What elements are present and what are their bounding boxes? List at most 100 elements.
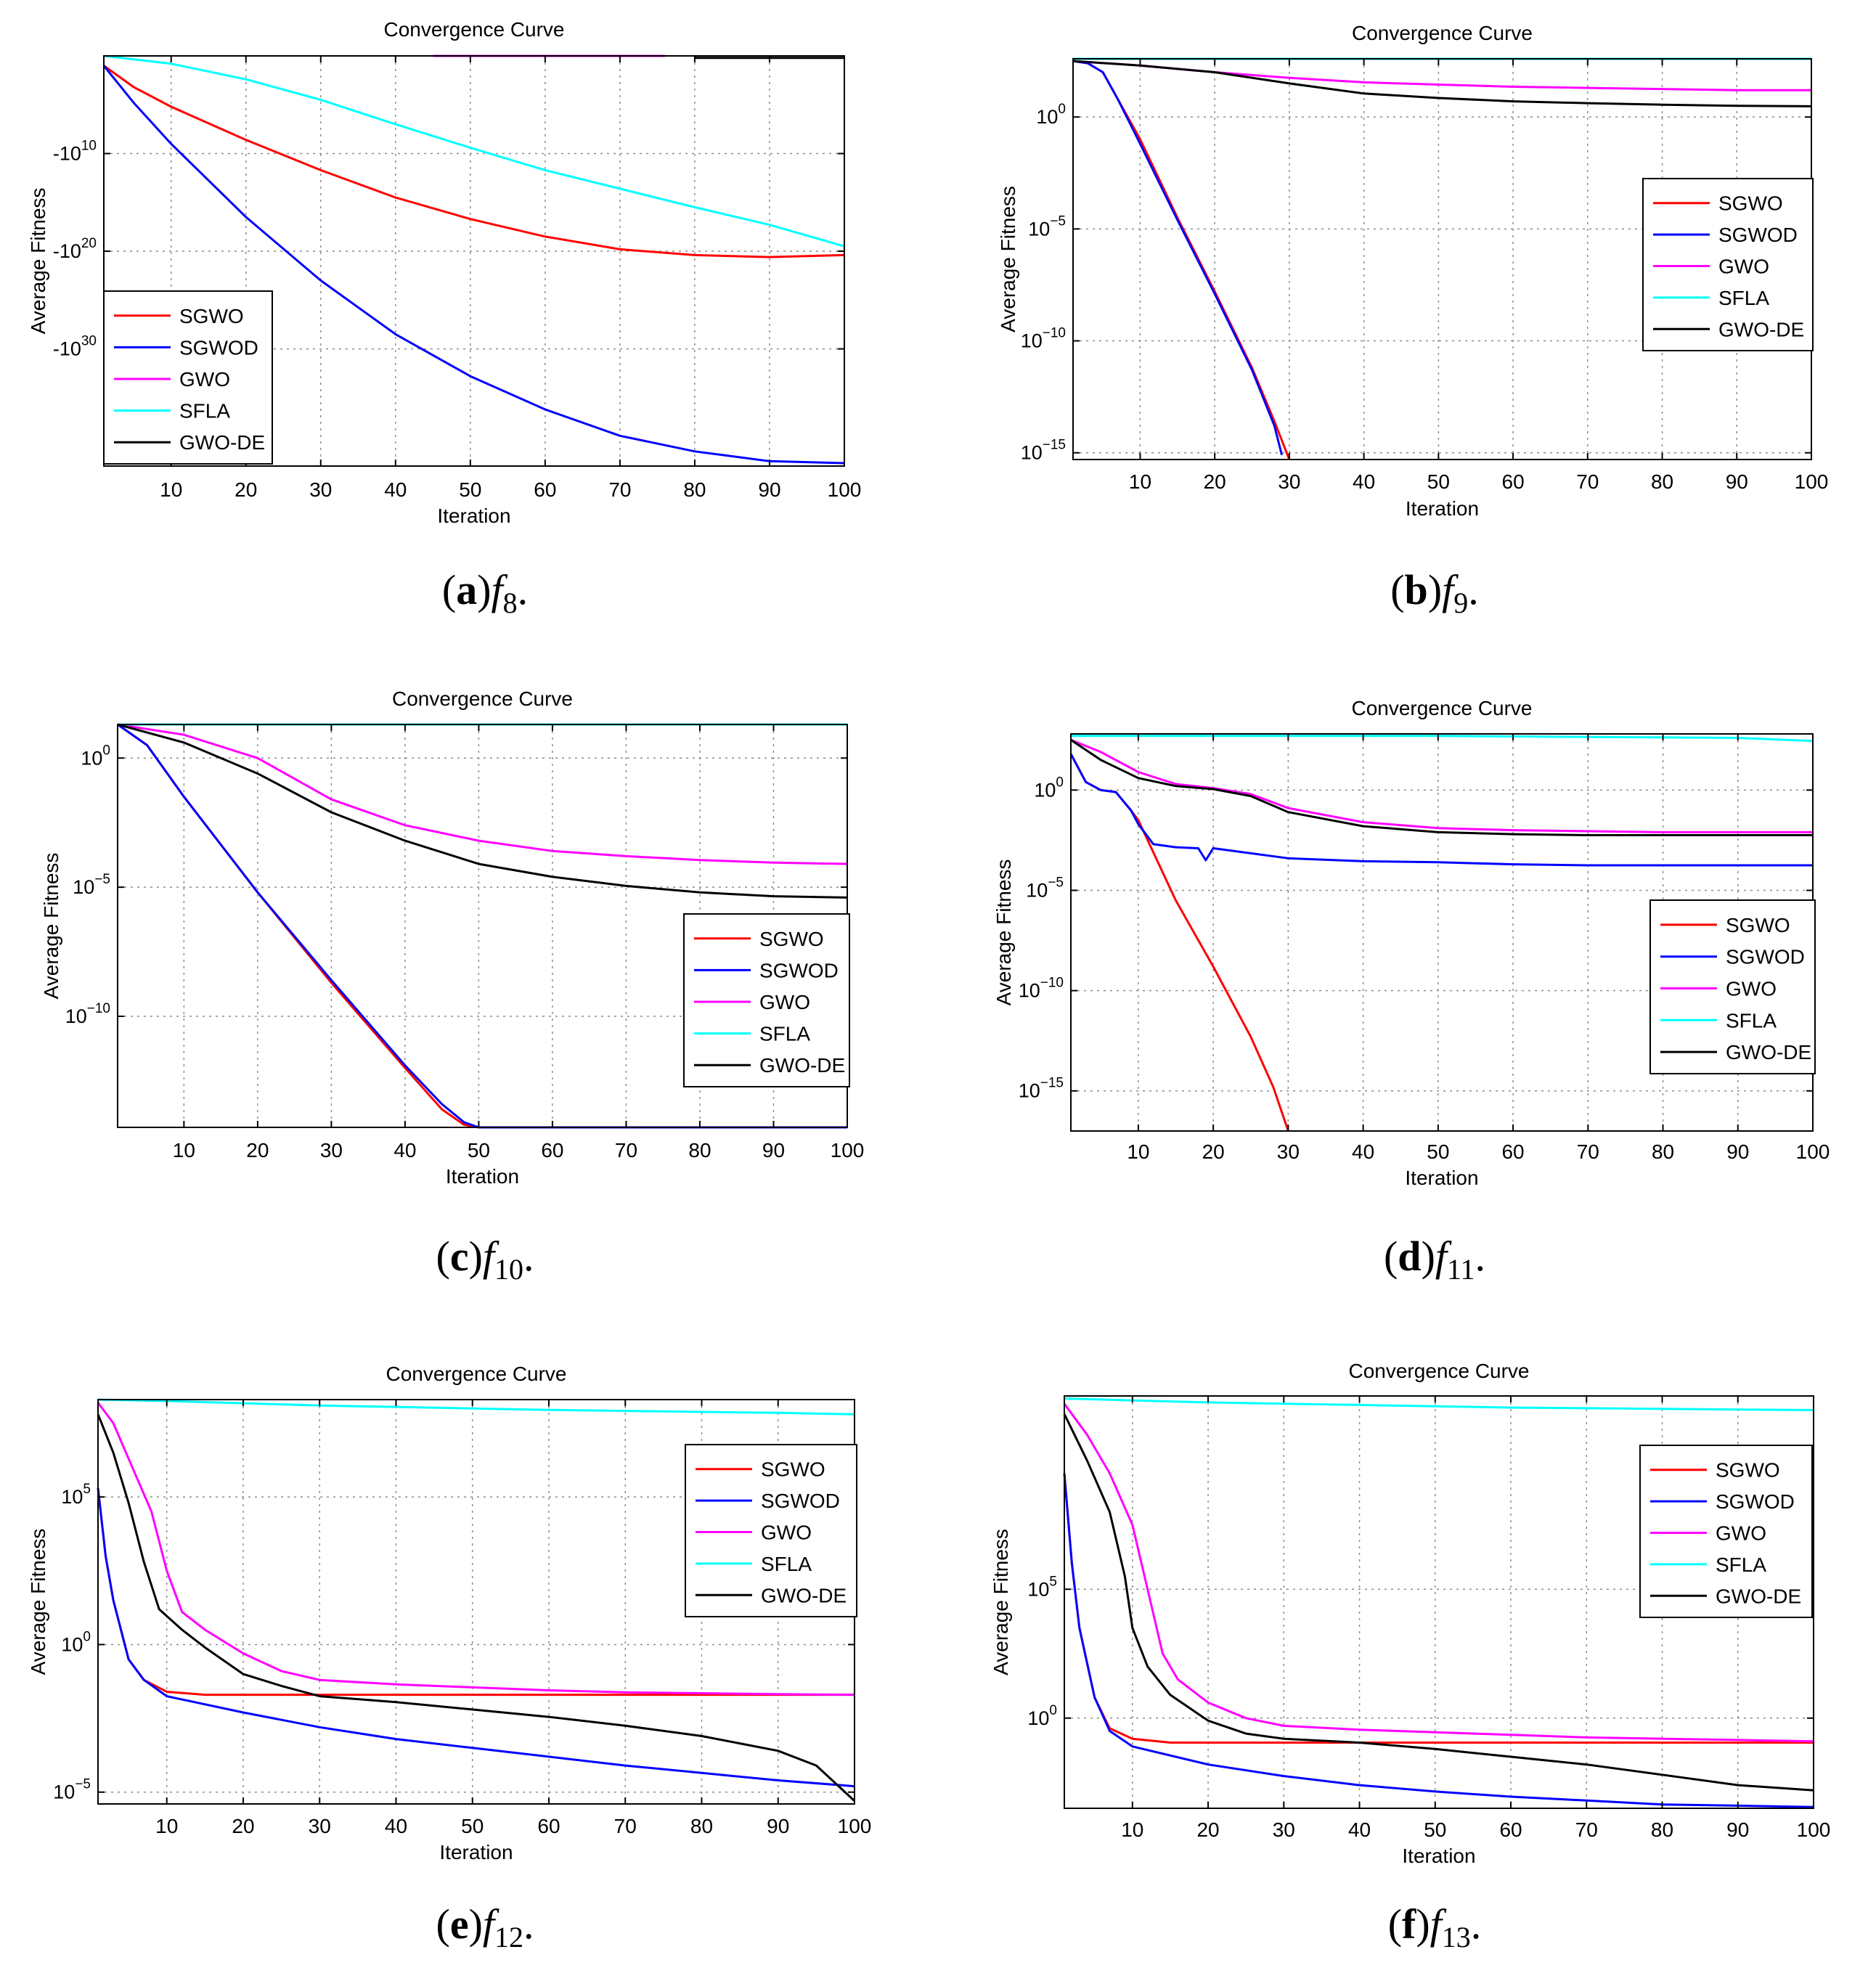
y-tick-label: 10−5: [53, 1777, 91, 1803]
series-line-sfla: [103, 54, 845, 248]
series-line-sgwod: [102, 65, 845, 465]
x-tick-label: 100: [838, 1815, 872, 1837]
series-line-gwo-de: [97, 1413, 856, 1802]
chart-title: Convergence Curve: [1352, 22, 1533, 44]
legend-entry-label: GWO-DE: [1726, 1041, 1811, 1063]
x-tick-label: 10: [160, 478, 182, 501]
y-axis-label: Average Fitness: [40, 853, 62, 1000]
legend-entry-label: SGWO: [179, 305, 244, 327]
x-tick-label: 40: [385, 1815, 407, 1837]
x-tick-label: 80: [1651, 1818, 1673, 1841]
legend-entry-label: SFLA: [1718, 287, 1769, 309]
legend-entry-label: GWO: [759, 991, 810, 1013]
x-tick-label: 60: [1502, 470, 1525, 493]
x-tick-label: 70: [1576, 470, 1599, 493]
axes-frame: [103, 55, 845, 467]
chart-title: Convergence Curve: [1351, 697, 1532, 719]
chart-c: 10 20 30 40 50 60 70 80 90 100 100 10−5 10−10 Converg…: [40, 687, 864, 1286]
x-axis-label: Iteration: [439, 1841, 513, 1863]
x-tick-label: 70: [608, 478, 631, 501]
legend-entry-label: GWO-DE: [179, 431, 265, 454]
subfigure-caption: (e)f12.: [436, 1900, 534, 1953]
x-tick-label: 50: [1427, 470, 1450, 493]
x-axis-label: Iteration: [1402, 1845, 1475, 1867]
series-line-sgwod: [1069, 753, 1813, 867]
caption-text: (d)f11.: [1384, 1233, 1485, 1286]
series-line-gwo: [1070, 738, 1813, 833]
x-tick-label: 60: [537, 1815, 560, 1837]
x-tick-label: 90: [762, 1139, 785, 1161]
legend: SGWO SGWOD GWO SFLA GWO-DE: [683, 913, 850, 1087]
legend-box: [1649, 899, 1816, 1074]
y-axis-label: Average Fitness: [990, 1529, 1012, 1675]
legend-entry-label: GWO: [1716, 1522, 1766, 1545]
x-axis-label: Iteration: [446, 1165, 519, 1188]
x-tick-label: 20: [1196, 1818, 1219, 1841]
series-line-sgwod: [97, 1487, 855, 1788]
y-tick-label: 105: [61, 1482, 91, 1508]
legend-entry-label: SFLA: [759, 1023, 810, 1045]
y-tick-label: 10−5: [73, 872, 110, 898]
x-tick-label: 60: [1499, 1818, 1522, 1841]
legend-box: [685, 1444, 857, 1617]
legend-entry-label: GWO-DE: [1716, 1585, 1801, 1607]
legend: SGWO SGWOD GWO SFLA GWO-DE: [103, 290, 273, 465]
legend-entry-label: GWO-DE: [761, 1584, 847, 1606]
x-tick-label: 60: [534, 478, 556, 501]
series-line-sgwod: [117, 723, 847, 1129]
x-tick-label: 80: [690, 1815, 713, 1837]
y-tick-label: 100: [81, 743, 110, 769]
x-tick-label: 20: [1202, 1140, 1225, 1163]
y-tick-label: 10−10: [1021, 326, 1066, 352]
y-tick-label: 10−5: [1028, 213, 1066, 240]
x-tick-label: 10: [1127, 1140, 1149, 1163]
legend-entry-label: SFLA: [761, 1553, 812, 1575]
subfigure-caption: (d)f11.: [1384, 1233, 1485, 1286]
y-tick-label: -1020: [53, 236, 97, 262]
y-tick-label: 10−10: [1019, 976, 1064, 1002]
legend-box: [683, 913, 850, 1087]
legend: SGWO SGWOD GWO SFLA GWO-DE: [1649, 899, 1816, 1074]
x-axis-label: Iteration: [437, 505, 510, 527]
legend-entry-label: SGWO: [761, 1458, 825, 1481]
legend: SGWO SGWOD GWO SFLA GWO-DE: [685, 1444, 857, 1617]
y-tick-label: 100: [1034, 775, 1064, 801]
x-tick-label: 20: [1204, 470, 1226, 493]
series-line-gwo: [1063, 1402, 1814, 1743]
y-tick-label: -1010: [53, 139, 97, 165]
x-tick-label: 50: [461, 1815, 484, 1837]
legend-entry-label: SGWO: [759, 928, 824, 950]
legend-box: [1639, 1445, 1813, 1618]
legend-entry-label: SGWOD: [179, 336, 258, 359]
series-line-gwo: [97, 1402, 855, 1697]
chart-a: 10 20 30 40 50 60 70 80 90 100 -1010 -1020 -1030 Conv…: [27, 18, 861, 619]
x-tick-label: 50: [468, 1139, 490, 1161]
x-tick-label: 20: [232, 1815, 254, 1837]
x-tick-label: 80: [688, 1139, 711, 1161]
legend-box: [1642, 178, 1814, 351]
x-tick-label: 70: [614, 1815, 637, 1837]
x-tick-label: 90: [1726, 470, 1748, 493]
legend-entry-label: SGWOD: [1716, 1490, 1795, 1513]
x-tick-label: 10: [173, 1139, 195, 1161]
x-tick-label: 10: [1121, 1818, 1143, 1841]
legend: SGWO SGWOD GWO SFLA GWO-DE: [1642, 178, 1814, 351]
y-tick-label: -1030: [53, 334, 97, 360]
x-tick-label: 90: [1726, 1140, 1749, 1163]
subfigure-caption: (c)f10.: [436, 1233, 534, 1286]
y-axis-label: Average Fitness: [997, 186, 1019, 332]
chart-d: 10 20 30 40 50 60 70 80 90 100 100 10−5 10−10 10−15 Co…: [992, 697, 1830, 1286]
legend-entry-label: SGWOD: [1718, 224, 1798, 246]
x-tick-label: 60: [541, 1139, 563, 1161]
x-tick-label: 70: [1575, 1818, 1598, 1841]
y-tick-label: 100: [1027, 1703, 1057, 1729]
series-line-sgwod: [1072, 60, 1284, 456]
legend-entry-label: GWO: [1726, 978, 1777, 1000]
legend-entry-label: SGWO: [1718, 192, 1783, 215]
x-tick-label: 40: [384, 478, 407, 501]
chart-e: 10 20 30 40 50 60 70 80 90 100 105 100 10−5 Convergen…: [27, 1363, 871, 1953]
y-tick-label: 10−10: [65, 1001, 110, 1027]
x-tick-label: 90: [1726, 1818, 1749, 1841]
x-tick-label: 40: [1353, 470, 1375, 493]
chart-title: Convergence Curve: [392, 687, 573, 710]
